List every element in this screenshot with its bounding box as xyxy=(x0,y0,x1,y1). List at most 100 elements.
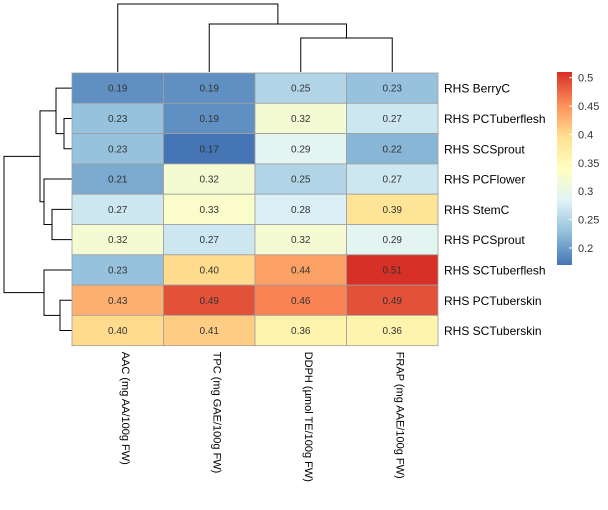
legend-tick-label: 0.2 xyxy=(578,243,593,255)
dendrogram-branch xyxy=(39,110,56,203)
cell-value-label: 0.51 xyxy=(383,265,403,276)
heatmap-cell xyxy=(346,254,439,286)
column-label: AAC (mg AA/100g FW) xyxy=(119,352,131,465)
row-label: RHS PCTuberflesh xyxy=(444,112,546,126)
row-label: RHS SCTuberskin xyxy=(444,324,542,338)
cell-value-label: 0.33 xyxy=(200,205,220,216)
heatmap-cell xyxy=(346,314,439,347)
dendrogram-branch xyxy=(3,155,44,294)
heatmap-cell xyxy=(254,314,347,347)
cell-value-label: 0.29 xyxy=(383,235,403,246)
cell-value-label: 0.17 xyxy=(200,144,220,155)
heatmap-cell xyxy=(346,284,439,316)
cell-value-label: 0.19 xyxy=(108,84,128,95)
heatmap-cell xyxy=(346,224,439,256)
column-label: FRAP (mg AAE/100g FW) xyxy=(393,352,405,479)
cell-value-label: 0.27 xyxy=(200,235,220,246)
cell-value-label: 0.27 xyxy=(383,114,403,125)
heatmap-cell xyxy=(71,314,164,347)
legend-tick-label: 0.4 xyxy=(578,129,593,141)
heatmap-cell xyxy=(346,102,439,135)
dendrogram-branch xyxy=(300,37,393,72)
heatmap-cell xyxy=(71,254,164,286)
cell-value-label: 0.25 xyxy=(291,84,311,95)
cell-value-label: 0.36 xyxy=(291,326,311,337)
row-label: RHS BerryC xyxy=(444,82,510,96)
cell-value-label: 0.29 xyxy=(291,144,311,155)
column-labels: AAC (mg AA/100g FW) TPC (mg GAE/100g FW) D… xyxy=(119,352,406,482)
row-label: RHS PCSprout xyxy=(444,233,525,247)
cell-value-label: 0.21 xyxy=(108,175,128,186)
legend-color-bar xyxy=(557,72,572,265)
dendrogram-branch xyxy=(43,178,72,225)
cell-value-label: 0.19 xyxy=(200,84,220,95)
heatmap-cell xyxy=(71,284,164,316)
column-dendrogram xyxy=(117,3,393,72)
cell-value-label: 0.39 xyxy=(383,205,403,216)
column-label: DDPH (µmol TE/100g FW) xyxy=(302,352,314,482)
legend-tick-label: 0.25 xyxy=(578,215,599,227)
heatmap-cell xyxy=(71,163,164,195)
heatmap-cell xyxy=(346,133,439,165)
cell-value-label: 0.32 xyxy=(108,235,128,246)
cell-value-label: 0.27 xyxy=(108,205,128,216)
heatmap-cell xyxy=(71,133,164,165)
color-legend: 0.2 0.25 0.3 0.35 0.4 0.45 0.5 xyxy=(557,72,599,265)
dendrogram-branch xyxy=(59,299,72,332)
cell-value-label: 0.46 xyxy=(291,296,311,307)
row-label: RHS StemC xyxy=(444,203,510,217)
cell-value-label: 0.43 xyxy=(108,296,128,307)
heatmap-cell xyxy=(254,284,347,316)
cell-value-label: 0.49 xyxy=(383,296,403,307)
heatmap-cell xyxy=(163,284,256,316)
dendrogram-branch xyxy=(208,23,347,72)
legend-tick-label: 0.45 xyxy=(578,101,599,113)
cell-value-label: 0.23 xyxy=(108,144,128,155)
heatmap-cell xyxy=(163,163,256,195)
row-labels: RHS BerryC RHS PCTuberflesh RHS SCSprout RH… xyxy=(444,82,546,338)
cell-value-label: 0.32 xyxy=(291,235,311,246)
heatmap-cell xyxy=(254,193,347,225)
heatmap-cell xyxy=(254,163,347,195)
dendrogram-branch xyxy=(51,208,72,241)
legend-ticks: 0.2 0.25 0.3 0.35 0.4 0.45 0.5 xyxy=(569,73,599,255)
row-label: RHS PCFlower xyxy=(444,173,525,187)
heatmap-cell xyxy=(163,133,256,165)
cell-value-label: 0.36 xyxy=(383,326,403,337)
heatmap-cell xyxy=(346,72,439,104)
cell-value-label: 0.40 xyxy=(108,326,128,337)
cell-value-label: 0.23 xyxy=(108,265,128,276)
cell-value-label: 0.25 xyxy=(291,175,311,186)
legend-tick-label: 0.35 xyxy=(578,158,599,170)
dendrogram-branch xyxy=(43,269,72,316)
cell-value-label: 0.28 xyxy=(291,205,311,216)
legend-tick-label: 0.5 xyxy=(578,73,593,85)
cell-value-label: 0.19 xyxy=(200,114,220,125)
cell-value-label: 0.32 xyxy=(291,114,311,125)
legend-tick-label: 0.3 xyxy=(578,186,593,198)
cell-value-label: 0.27 xyxy=(383,175,403,186)
cell-value-label: 0.44 xyxy=(291,265,311,276)
cell-value-label: 0.23 xyxy=(108,114,128,125)
cell-value-label: 0.41 xyxy=(200,326,220,337)
row-label: RHS SCTuberflesh xyxy=(444,263,546,277)
cell-value-label: 0.40 xyxy=(200,265,220,276)
cell-value-label: 0.49 xyxy=(200,296,220,307)
heatmap-cell xyxy=(163,254,256,286)
cell-value-label: 0.32 xyxy=(200,175,220,186)
heatmap-cell xyxy=(254,254,347,286)
row-label: RHS SCSprout xyxy=(444,142,525,156)
heatmap-cells: 0.19 0.19 0.25 0.23 0.23 0.19 0.32 0.27 0.23 0.17… xyxy=(71,72,439,347)
heatmap-cell xyxy=(163,193,256,225)
heatmap-cell xyxy=(163,314,256,347)
row-dendrogram xyxy=(3,87,72,332)
dendrogram-branch xyxy=(117,3,279,72)
row-label: RHS PCTuberskin xyxy=(444,294,542,308)
cell-value-label: 0.22 xyxy=(383,144,403,155)
dendrogram-branch xyxy=(63,117,72,150)
heatmap-cell xyxy=(254,133,347,165)
heatmap-cell xyxy=(163,102,256,135)
column-label: TPC (mg GAE/100g FW) xyxy=(210,352,222,474)
heatmap-cell xyxy=(163,72,256,104)
